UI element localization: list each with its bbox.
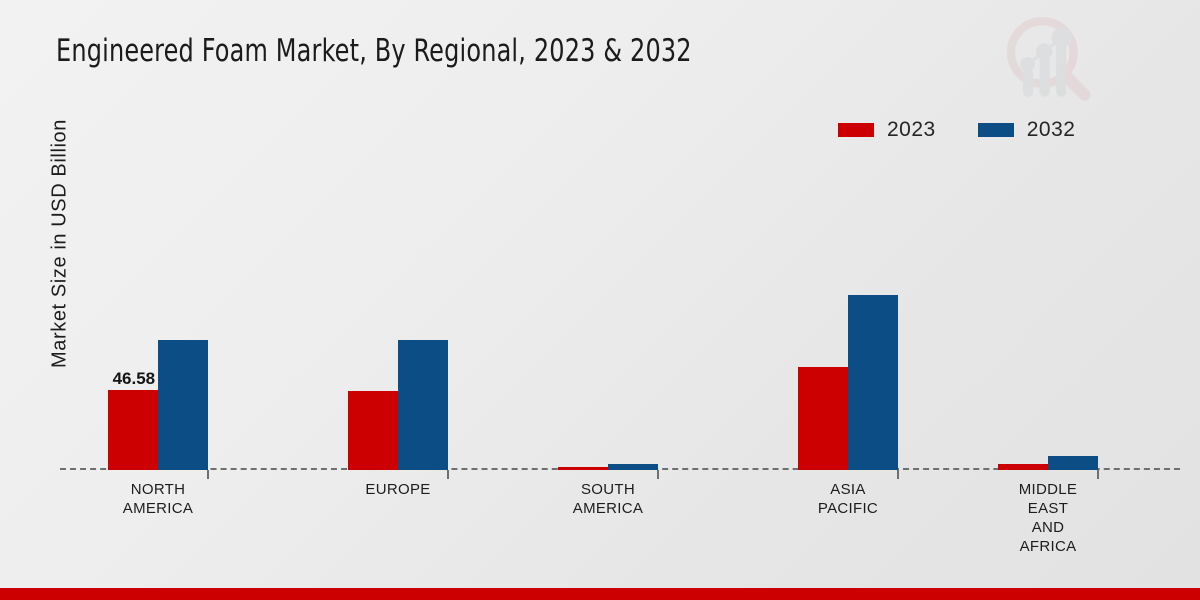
category-group-north-america: 46.58 NORTH AMERICA [108, 150, 209, 517]
category-label-line1: SOUTH [581, 481, 635, 498]
category-label-line2: AMERICA [122, 500, 194, 517]
category-label-middle-east-and-africa: MIDDLE EAST AND AFRICA [976, 480, 1120, 556]
category-label-line4: AFRICA [1019, 538, 1077, 555]
bar-value-label: 46.58 [112, 369, 156, 388]
bar-pair [998, 150, 1099, 479]
legend-item-2032[interactable]: 2032 [977, 118, 1076, 142]
axis-tick [657, 470, 659, 479]
bar-2023-europe[interactable] [348, 391, 398, 470]
legend-swatch-2032 [977, 123, 1014, 137]
chart-title: Engineered Foam Market, By Regional, 202… [56, 33, 692, 69]
bar-2032-south-america[interactable] [608, 464, 659, 479]
bar-2023-north-america[interactable]: 46.58 [108, 369, 158, 470]
bar-2023-asia-pacific[interactable] [798, 367, 848, 470]
category-label-north-america: NORTH AMERICA [86, 480, 230, 518]
bar-pair [798, 150, 899, 479]
legend-label-2023: 2023 [887, 118, 936, 141]
category-label-line3: AND [1031, 519, 1065, 536]
category-label-asia-pacific: ASIA PACIFIC [776, 480, 920, 518]
category-label-line2: PACIFIC [817, 500, 879, 517]
bottom-accent-bar [0, 588, 1200, 600]
category-group-asia-pacific: ASIA PACIFIC [798, 150, 899, 517]
legend-item-2023[interactable]: 2023 [838, 118, 936, 142]
category-label-line1: MIDDLE [1018, 481, 1078, 498]
category-label-line1: EUROPE [365, 481, 431, 498]
bar-2023-south-america[interactable] [558, 467, 608, 470]
bar-2032-europe[interactable] [398, 340, 449, 479]
category-label-europe: EUROPE [326, 480, 470, 499]
category-label-line2: AMERICA [572, 500, 644, 517]
category-label-line1: ASIA [830, 481, 866, 498]
axis-tick [447, 470, 449, 479]
plot-area: 46.58 NORTH AMERICA EUROPE [60, 150, 1180, 555]
legend-label-2032: 2032 [1026, 118, 1076, 141]
axis-tick [1097, 470, 1099, 479]
category-group-middle-east-and-africa: MIDDLE EAST AND AFRICA [998, 150, 1099, 555]
bar-2032-north-america[interactable] [158, 340, 209, 479]
axis-tick [897, 470, 899, 479]
axis-tick [207, 470, 209, 479]
bar-pair [348, 150, 449, 479]
bar-2032-asia-pacific[interactable] [848, 295, 899, 479]
bar-pair: 46.58 [108, 150, 209, 479]
category-group-south-america: SOUTH AMERICA [558, 150, 659, 517]
legend-swatch-2023 [838, 123, 874, 137]
category-label-line2: EAST [1027, 500, 1069, 517]
category-label-line1: NORTH [130, 481, 186, 498]
bar-2032-middle-east-and-africa[interactable] [1048, 456, 1099, 479]
watermark-logo-icon [1006, 17, 1091, 101]
category-group-europe: EUROPE [348, 150, 449, 498]
chart-legend: 2023 2032 [838, 118, 1075, 142]
bar-pair [558, 150, 659, 479]
category-label-south-america: SOUTH AMERICA [536, 480, 680, 518]
bar-2023-middle-east-and-africa[interactable] [998, 464, 1048, 470]
